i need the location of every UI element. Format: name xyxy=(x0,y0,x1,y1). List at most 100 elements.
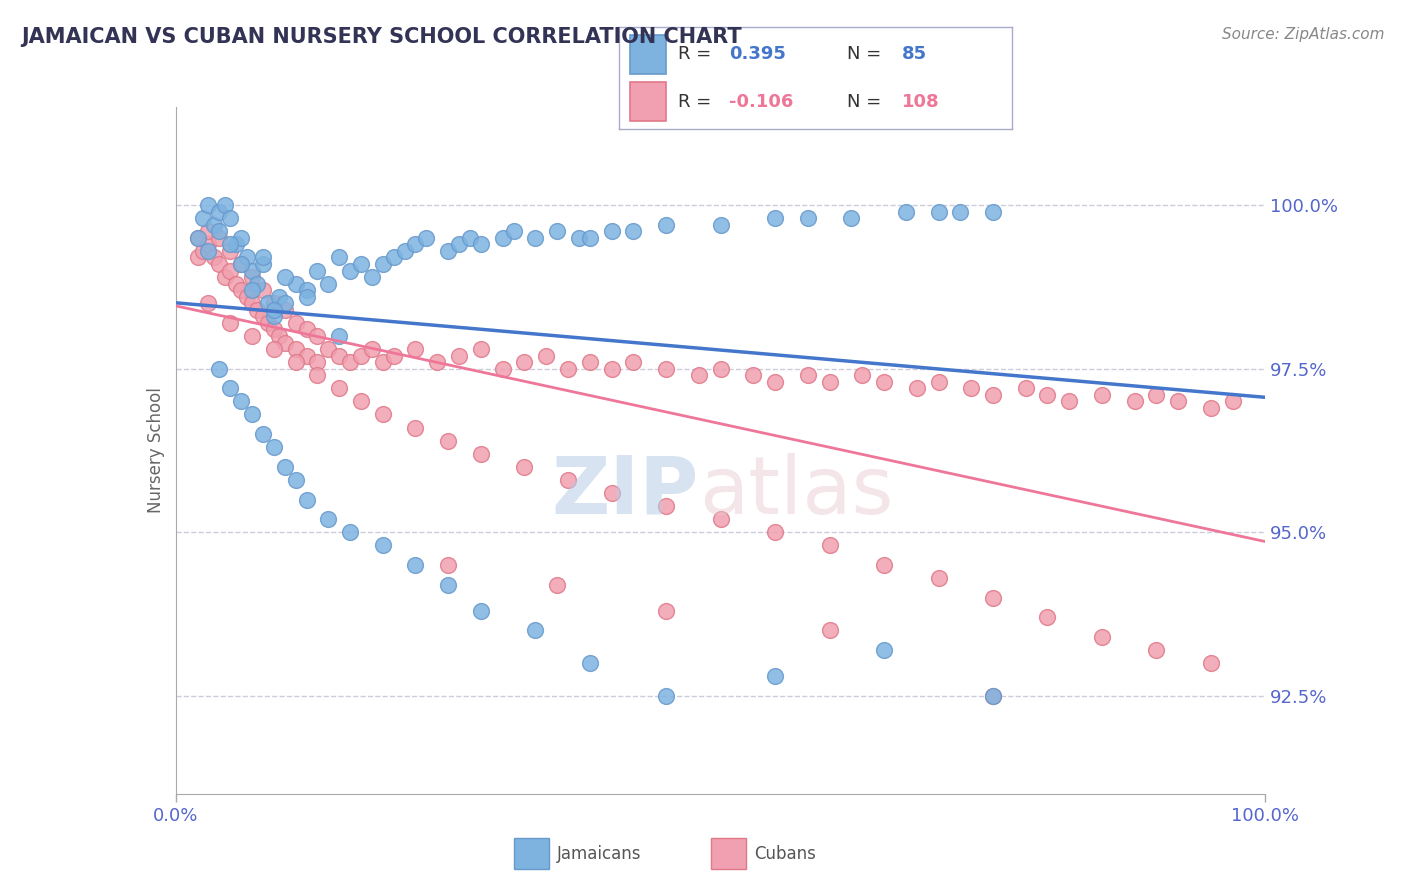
Point xyxy=(763,211,786,226)
Point xyxy=(655,499,678,513)
Point xyxy=(960,381,983,395)
Text: R =: R = xyxy=(678,45,711,63)
Point xyxy=(742,368,765,383)
Point xyxy=(405,558,427,572)
Point xyxy=(502,224,524,238)
Point xyxy=(371,355,394,369)
Point xyxy=(328,349,350,363)
Point xyxy=(257,296,280,310)
Text: 108: 108 xyxy=(903,93,939,111)
Point xyxy=(371,538,394,552)
Point xyxy=(797,211,820,226)
Text: 85: 85 xyxy=(903,45,927,63)
Point xyxy=(252,257,274,271)
Point xyxy=(231,394,253,409)
Point xyxy=(382,349,405,363)
Point xyxy=(208,224,231,238)
Point xyxy=(621,224,644,238)
Point xyxy=(235,290,257,304)
Bar xyxy=(711,838,747,869)
Point xyxy=(928,571,950,585)
Point xyxy=(763,669,786,683)
Point xyxy=(579,656,602,670)
Point xyxy=(240,263,263,277)
Point xyxy=(534,349,557,363)
Point xyxy=(295,322,318,336)
Point xyxy=(873,643,896,657)
Bar xyxy=(630,82,666,121)
Point xyxy=(981,591,1004,605)
Point xyxy=(307,329,329,343)
Text: N =: N = xyxy=(846,45,882,63)
Point xyxy=(655,218,678,232)
Point xyxy=(240,408,263,422)
Point xyxy=(1036,610,1059,624)
Point xyxy=(524,624,547,638)
Point xyxy=(492,231,515,245)
Point xyxy=(263,322,285,336)
Point xyxy=(240,270,263,285)
Point xyxy=(851,368,873,383)
Point xyxy=(797,368,820,383)
Point xyxy=(208,257,231,271)
Point xyxy=(371,408,394,422)
Point xyxy=(235,251,257,265)
Point xyxy=(191,211,214,226)
Point xyxy=(546,224,568,238)
Point xyxy=(688,368,710,383)
Point xyxy=(295,283,318,297)
Point xyxy=(252,310,274,324)
Point xyxy=(225,237,247,252)
Point xyxy=(415,231,437,245)
Y-axis label: Nursery School: Nursery School xyxy=(146,387,165,514)
Point xyxy=(219,263,242,277)
Point xyxy=(318,512,340,526)
Text: Jamaicans: Jamaicans xyxy=(557,845,641,863)
Point xyxy=(710,512,733,526)
Point xyxy=(284,342,307,356)
Bar xyxy=(630,35,666,74)
Point xyxy=(1146,643,1168,657)
Point xyxy=(1059,394,1081,409)
Point xyxy=(214,270,236,285)
Point xyxy=(186,251,209,265)
Point xyxy=(361,342,384,356)
Point xyxy=(1146,388,1168,402)
Point xyxy=(981,388,1004,402)
Point xyxy=(219,237,242,252)
Point xyxy=(274,296,297,310)
Point xyxy=(394,244,416,258)
Bar xyxy=(515,838,550,869)
Point xyxy=(361,270,384,285)
Point xyxy=(318,277,340,291)
Point xyxy=(246,277,269,291)
Point xyxy=(382,251,405,265)
Point xyxy=(655,604,678,618)
Point xyxy=(981,689,1004,703)
Point xyxy=(579,231,602,245)
Point xyxy=(274,335,297,350)
Point xyxy=(307,368,329,383)
Point xyxy=(269,329,291,343)
Point xyxy=(557,361,579,376)
Text: atlas: atlas xyxy=(699,452,893,531)
Point xyxy=(949,204,972,219)
Point xyxy=(295,349,318,363)
Point xyxy=(339,525,361,540)
Point xyxy=(328,329,350,343)
Point xyxy=(350,394,373,409)
Point xyxy=(269,290,291,304)
Point xyxy=(219,211,242,226)
Point xyxy=(371,257,394,271)
Point xyxy=(274,302,297,317)
Point xyxy=(600,361,623,376)
Point xyxy=(219,381,242,395)
Point xyxy=(405,420,427,434)
Point xyxy=(263,342,285,356)
Point xyxy=(231,257,253,271)
Point xyxy=(470,342,492,356)
Point xyxy=(437,558,460,572)
Point xyxy=(981,689,1004,703)
Text: -0.106: -0.106 xyxy=(728,93,793,111)
Point xyxy=(470,604,492,618)
